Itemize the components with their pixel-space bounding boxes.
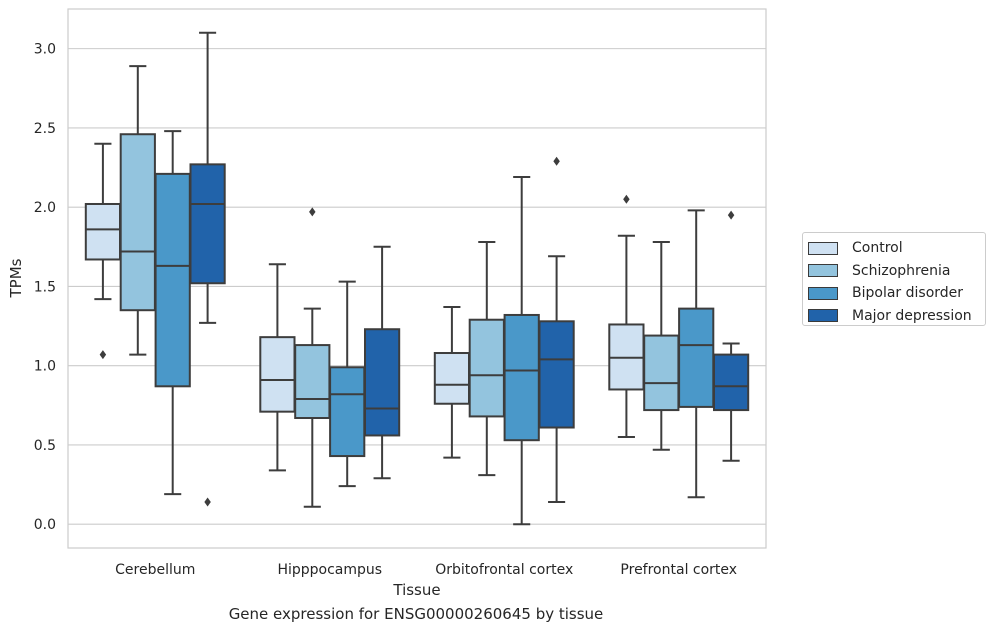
box-iqr bbox=[363, 328, 401, 437]
box-control bbox=[433, 306, 471, 459]
legend-label: Control bbox=[852, 240, 903, 257]
x-tick-label: Cerebellum bbox=[115, 562, 195, 578]
box-iqr bbox=[538, 320, 575, 429]
legend-item: Control bbox=[807, 237, 985, 260]
y-tick-label: 0.0 bbox=[34, 517, 56, 533]
x-tick-label: Hipppocampus bbox=[277, 562, 382, 578]
box-iqr bbox=[468, 318, 505, 418]
outlier-point bbox=[553, 156, 560, 166]
box-major-depression bbox=[538, 156, 575, 504]
box-schizophrenia bbox=[643, 241, 680, 451]
box-iqr bbox=[678, 307, 715, 408]
legend-label: Schizophrenia bbox=[852, 262, 951, 279]
outlier-point bbox=[623, 194, 630, 204]
box-schizophrenia bbox=[294, 207, 331, 508]
legend-item: Schizophrenia bbox=[807, 260, 985, 283]
box-control bbox=[84, 142, 122, 360]
plot-frame bbox=[67, 8, 767, 549]
x-axis-label: Tissue bbox=[392, 581, 440, 599]
chart-title: Gene expression for ENSG00000260645 by t… bbox=[228, 605, 604, 623]
box-major-depression bbox=[712, 210, 750, 462]
box-iqr bbox=[329, 366, 366, 458]
y-tick-label: 1.5 bbox=[34, 279, 56, 295]
box-iqr bbox=[712, 353, 750, 412]
box-iqr bbox=[119, 133, 156, 312]
box-layer bbox=[84, 31, 750, 526]
box-schizophrenia bbox=[119, 65, 156, 356]
legend-swatch bbox=[808, 241, 838, 255]
y-tick-labels: 0.0 0.5 1.0 1.5 2.0 2.5 3.0 bbox=[34, 42, 56, 534]
y-tick-label: 1.0 bbox=[34, 359, 56, 375]
y-tick-label: 0.5 bbox=[34, 438, 56, 454]
x-tick-label: Orbitofrontal cortex bbox=[435, 562, 573, 578]
y-tick-label: 2.5 bbox=[34, 121, 56, 137]
legend-label: Major depression bbox=[852, 307, 972, 324]
box-bipolar-disorder bbox=[678, 209, 715, 499]
x-tick-label: Prefrontal cortex bbox=[620, 562, 737, 578]
legend: Control Schizophrenia Bipolar disorder Majo… bbox=[802, 232, 986, 326]
y-axis-label: TPMs bbox=[7, 258, 25, 298]
outlier-point bbox=[727, 210, 735, 220]
box-iqr bbox=[84, 202, 122, 261]
legend-label: Bipolar disorder bbox=[852, 285, 964, 302]
outlier-point bbox=[204, 497, 211, 507]
box-iqr bbox=[433, 352, 471, 405]
box-control bbox=[608, 194, 645, 439]
box-iqr bbox=[154, 172, 191, 388]
outlier-point bbox=[309, 207, 316, 217]
legend-item: Major depression bbox=[807, 305, 985, 328]
box-iqr bbox=[294, 344, 331, 420]
box-bipolar-disorder bbox=[154, 130, 191, 496]
box-schizophrenia bbox=[468, 241, 505, 477]
outlier-point bbox=[99, 350, 107, 360]
legend-swatch bbox=[808, 309, 838, 323]
legend-item: Bipolar disorder bbox=[807, 282, 985, 305]
legend-swatch bbox=[808, 286, 838, 300]
box-major-depression bbox=[189, 31, 226, 507]
box-bipolar-disorder bbox=[503, 176, 540, 526]
box-iqr bbox=[259, 336, 296, 413]
x-tick-labels: Cerebellum Hipppocampus Orbitofrontal cort… bbox=[115, 562, 737, 578]
box-iqr bbox=[643, 334, 680, 412]
y-tick-label: 3.0 bbox=[34, 42, 56, 58]
box-control bbox=[259, 263, 296, 472]
box-iqr bbox=[189, 163, 226, 285]
legend-swatch bbox=[808, 264, 838, 278]
box-iqr bbox=[503, 313, 540, 442]
box-major-depression bbox=[363, 245, 401, 480]
y-tick-label: 2.0 bbox=[34, 200, 56, 216]
box-bipolar-disorder bbox=[329, 280, 366, 488]
